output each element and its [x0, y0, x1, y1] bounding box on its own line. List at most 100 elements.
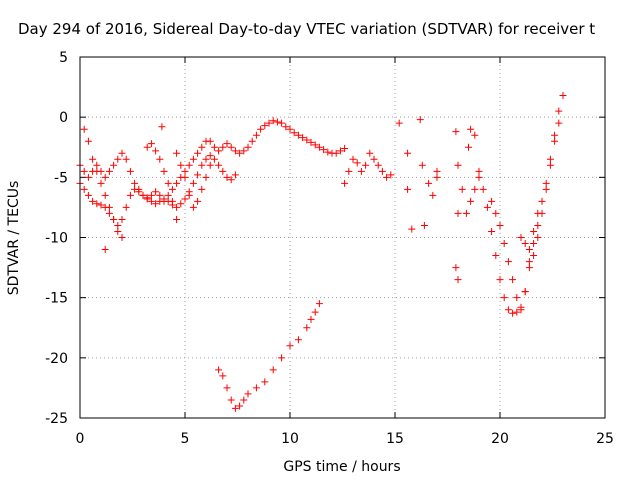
data-point [475, 167, 483, 175]
data-point [89, 197, 97, 205]
data-point [118, 215, 126, 223]
data-point [219, 372, 227, 380]
data-point [513, 294, 521, 302]
chart-title: Day 294 of 2016, Sidereal Day-to-day VTE… [18, 20, 595, 38]
data-point [80, 185, 88, 193]
data-point [525, 264, 533, 272]
data-point [84, 137, 92, 145]
data-point [156, 197, 164, 205]
data-points [76, 92, 567, 412]
data-point [551, 137, 559, 145]
data-point [418, 161, 426, 169]
data-point [240, 396, 248, 404]
data-point [454, 161, 462, 169]
data-point [231, 404, 239, 412]
data-point [143, 194, 151, 202]
data-point [458, 185, 466, 193]
data-point [158, 123, 166, 131]
y-tick-labels: 5 0 -5 -10 -15 -20 -25 [45, 50, 68, 427]
data-point [353, 159, 361, 167]
data-point [202, 155, 210, 163]
x-tick-labels: 0 5 10 15 20 25 [76, 431, 614, 447]
axis-ticks [79, 56, 606, 419]
data-point [479, 185, 487, 193]
data-point [374, 161, 382, 169]
data-point [173, 203, 181, 211]
data-point [513, 308, 521, 316]
data-point [152, 147, 160, 155]
data-point [454, 209, 462, 217]
data-point [320, 146, 328, 154]
data-point [366, 149, 374, 157]
data-point [147, 197, 155, 205]
data-point [236, 149, 244, 157]
data-point [534, 234, 542, 241]
data-point [383, 173, 391, 181]
data-point [471, 131, 479, 139]
data-point [462, 209, 470, 217]
data-point [336, 147, 344, 155]
data-point [101, 173, 109, 181]
data-point [139, 191, 147, 199]
data-point [118, 149, 126, 157]
data-point [483, 203, 491, 211]
data-point [80, 167, 88, 175]
data-point [433, 167, 441, 175]
data-point [294, 336, 302, 344]
data-point [223, 140, 231, 148]
data-point [530, 240, 538, 248]
data-point [269, 366, 277, 374]
data-point [84, 191, 92, 199]
data-point [231, 147, 239, 155]
data-point [210, 155, 218, 163]
data-point [202, 173, 210, 181]
data-point [551, 131, 559, 139]
data-point [168, 197, 176, 205]
data-point [273, 118, 281, 126]
data-point [471, 185, 479, 193]
data-point [315, 143, 323, 151]
data-point [521, 240, 529, 248]
data-point [488, 227, 496, 235]
data-point [114, 227, 122, 235]
data-point [357, 167, 365, 175]
data-point [395, 119, 403, 127]
data-point [311, 141, 319, 149]
data-point [525, 246, 533, 254]
data-point [198, 161, 206, 169]
data-point [206, 161, 214, 169]
data-point [425, 179, 433, 187]
data-point [189, 179, 197, 187]
data-point [118, 234, 126, 241]
data-point [525, 258, 533, 266]
data-point [223, 173, 231, 181]
data-point [181, 195, 189, 203]
data-point [194, 149, 202, 157]
data-point [173, 215, 181, 223]
data-point [210, 143, 218, 151]
data-point [215, 161, 223, 169]
data-point [303, 136, 311, 144]
data-point [160, 195, 168, 203]
data-point [198, 143, 206, 151]
data-point [387, 171, 395, 179]
data-point [492, 252, 500, 260]
data-point [152, 200, 160, 208]
data-point [341, 179, 349, 187]
data-point [110, 215, 118, 223]
data-point [206, 137, 214, 145]
data-point [110, 161, 118, 169]
data-point [496, 276, 504, 284]
x-tick-label: 25 [596, 431, 614, 447]
data-point [345, 167, 353, 175]
data-point [80, 125, 88, 133]
y-axis-label: SDTVAR / TECUs [6, 181, 22, 296]
data-point [252, 131, 260, 139]
data-point [114, 155, 122, 163]
data-point [542, 185, 550, 193]
data-point [488, 197, 496, 205]
data-point [105, 209, 113, 217]
data-point [521, 288, 529, 296]
data-point [542, 179, 550, 187]
data-point [509, 309, 517, 317]
